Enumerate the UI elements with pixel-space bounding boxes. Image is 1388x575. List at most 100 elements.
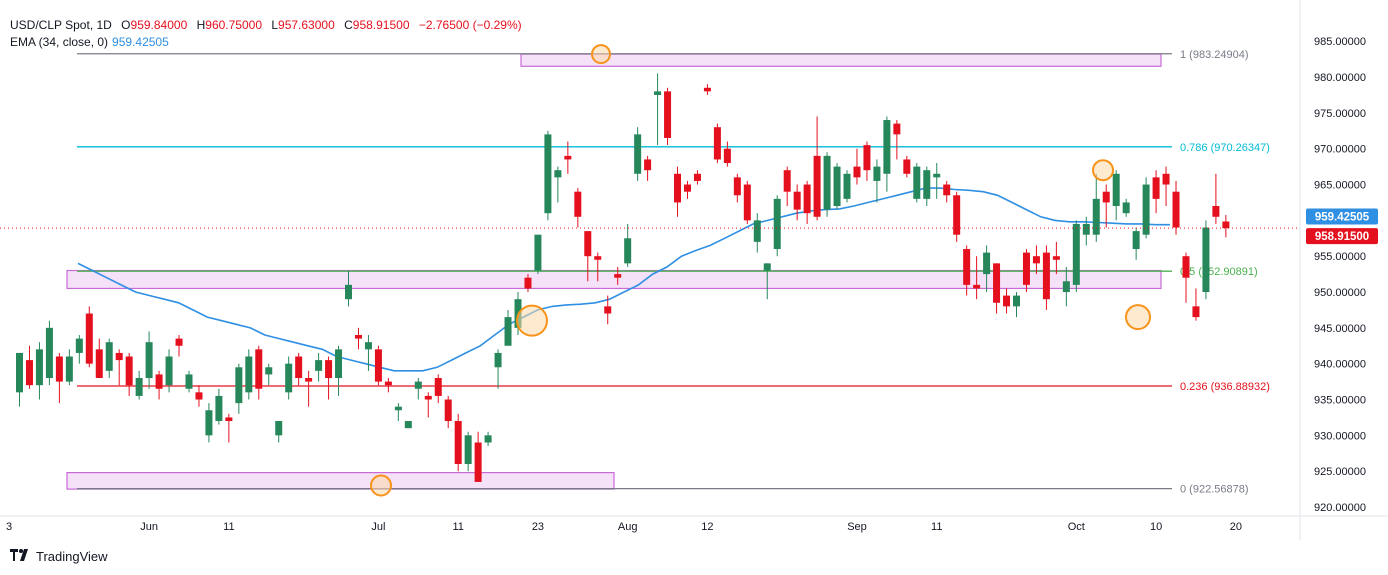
candle — [863, 141, 871, 181]
x-tick-label: 3 — [6, 521, 12, 533]
candle-body — [305, 378, 313, 382]
symbol-label: USD/CLP Spot, 1D — [10, 18, 112, 32]
candle-body — [175, 338, 183, 346]
candle-body — [45, 327, 53, 379]
candle — [644, 155, 652, 181]
candle — [733, 173, 741, 203]
candle — [933, 163, 941, 199]
high-label: H — [196, 18, 206, 32]
candle-body — [95, 349, 103, 379]
highlight-circle — [591, 44, 611, 65]
candle — [1062, 266, 1070, 307]
open-value: 959.84000 — [130, 18, 188, 32]
ema-line — [77, 187, 1170, 372]
candle-body — [753, 220, 761, 242]
candle-body — [993, 263, 1001, 303]
fib-level-label: 0.786 (970.26347) — [1180, 142, 1270, 154]
price-label-bg — [1306, 228, 1378, 245]
x-tick-label: 10 — [1150, 521, 1162, 533]
candle-body — [913, 166, 921, 199]
candle-body — [494, 352, 502, 368]
candle-body — [1003, 295, 1011, 307]
candle-body — [85, 313, 93, 364]
highlight-circle — [1125, 304, 1151, 331]
candle — [255, 345, 263, 400]
candle — [624, 223, 632, 267]
candle — [763, 263, 771, 300]
candle — [305, 370, 313, 407]
candle-body — [674, 173, 682, 203]
candle — [783, 166, 791, 207]
candle-body — [215, 395, 223, 422]
candle — [654, 73, 662, 146]
candle — [813, 116, 821, 221]
candle-body — [394, 406, 402, 411]
candle — [1142, 177, 1150, 239]
candle-body — [1042, 252, 1050, 300]
candle-body — [245, 356, 253, 393]
candle-body — [55, 356, 63, 382]
candle — [325, 356, 333, 400]
supply-demand-zone — [66, 269, 1162, 290]
candle-body — [345, 284, 353, 300]
candle — [185, 370, 193, 393]
candle — [973, 256, 981, 300]
candle — [893, 120, 901, 160]
y-tick-label: 940.00000 — [1314, 359, 1366, 371]
candle — [823, 152, 831, 217]
candle-body — [763, 263, 771, 271]
brand-name: TradingView — [36, 548, 108, 564]
candle — [873, 159, 881, 203]
candle — [454, 413, 462, 472]
candle — [494, 349, 502, 389]
candle — [384, 378, 392, 393]
candle-body — [424, 395, 432, 400]
candle-body — [654, 91, 662, 95]
candle-body — [524, 277, 532, 289]
ema-value: 959.42505 — [112, 35, 169, 49]
candle — [983, 245, 991, 293]
candle — [554, 166, 562, 203]
candle — [803, 180, 811, 224]
candle — [16, 352, 23, 407]
candle-body — [414, 381, 422, 389]
candle-body — [35, 349, 43, 386]
price-label-text: 959.42505 — [1315, 211, 1370, 223]
candle-body — [813, 155, 821, 217]
candle-body — [1112, 173, 1120, 207]
highlight-circle — [370, 474, 392, 497]
candle — [1222, 214, 1230, 238]
chart-zones — [66, 53, 1162, 490]
candle-body — [1032, 256, 1040, 264]
candle-body — [783, 170, 791, 192]
x-tick-label: Jul — [371, 521, 385, 533]
candle-body — [893, 123, 901, 135]
candle — [55, 352, 63, 404]
candle — [963, 245, 971, 296]
candle-body — [544, 134, 552, 214]
candle — [993, 263, 1001, 314]
candle — [65, 349, 73, 386]
candle-body — [664, 91, 672, 138]
candle — [723, 141, 731, 167]
candle-body — [973, 284, 981, 289]
candle-body — [963, 249, 971, 285]
candle-body — [235, 367, 243, 404]
x-tick-label: Sep — [847, 521, 867, 533]
candle — [45, 320, 53, 386]
y-tick-label: 945.00000 — [1314, 323, 1366, 335]
ema-34-line — [77, 187, 1170, 372]
candle — [225, 413, 233, 443]
candle-body — [604, 306, 612, 314]
tradingview-brand[interactable]: TradingView — [10, 548, 108, 564]
candle-body — [803, 184, 811, 214]
supply-demand-zone — [66, 472, 615, 490]
candle-body — [883, 120, 891, 174]
candle — [853, 148, 861, 185]
candle-body — [983, 252, 991, 275]
candle — [345, 270, 353, 307]
candle-body — [713, 127, 721, 160]
candle — [335, 345, 343, 396]
candle-body — [1013, 295, 1020, 307]
